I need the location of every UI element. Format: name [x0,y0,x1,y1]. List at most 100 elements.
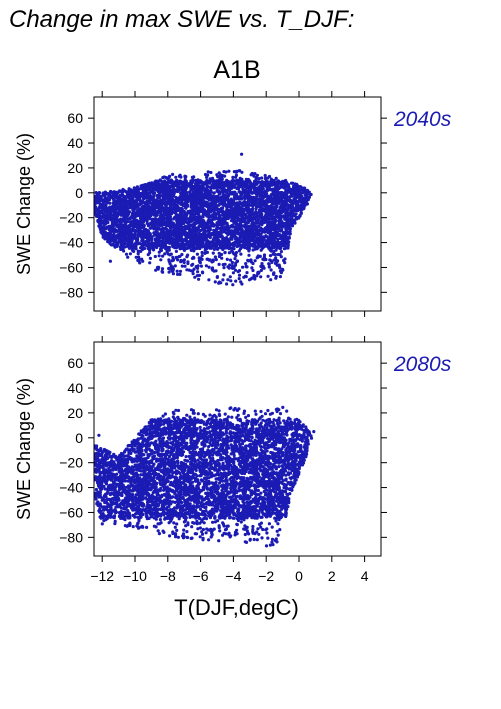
data-point [191,186,196,190]
data-point [259,248,263,252]
data-point [220,207,224,211]
data-point [252,174,256,178]
data-point [144,210,148,214]
data-point [139,185,143,189]
data-point [137,187,141,191]
data-point [176,258,180,262]
data-point [157,217,161,221]
data-point [147,187,151,192]
data-point [115,191,120,195]
data-point [204,242,208,246]
data-point [276,179,280,183]
data-point [273,195,277,199]
data-point [264,203,268,207]
data-point [282,208,286,213]
data-point [197,258,201,263]
data-point [193,226,197,230]
data-point [215,275,219,279]
data-point [212,269,216,273]
data-point [249,200,253,204]
data-point [165,192,169,196]
data-point [297,205,301,209]
data-point [148,246,152,250]
data-point [184,175,188,179]
data-point [188,246,192,250]
data-point [286,244,290,248]
data-point [268,254,273,258]
data-point [246,258,250,262]
data-point [282,237,286,241]
data-point [178,227,182,232]
data-point [269,177,273,181]
data-point [194,178,198,182]
data-point [279,209,283,213]
data-point [175,269,179,273]
data-point [229,237,233,241]
data-point [223,262,227,266]
data-point [222,230,226,234]
data-point [211,195,215,199]
data-point [190,230,194,234]
data-point [258,192,262,196]
data-point [98,218,102,223]
data-point [145,192,149,196]
data-point [210,219,214,223]
data-point [123,245,127,249]
data-point [185,211,190,215]
data-point [193,247,197,251]
data-point [214,258,218,262]
data-point [231,271,235,275]
data-point [283,242,287,246]
data-point [209,170,213,175]
data-point [157,237,161,241]
data-point [276,209,280,213]
data-point [223,183,227,187]
data-point [102,222,106,226]
data-point [190,193,194,197]
data-point [235,186,239,191]
data-point [203,203,207,207]
data-point [213,255,217,259]
data-point [252,188,256,192]
data-point [170,212,174,216]
data-point [112,193,117,198]
data-point [252,203,256,207]
data-point [197,256,201,260]
data-point [251,191,255,195]
data-point [209,214,213,218]
data-point [152,198,156,202]
data-point [200,184,204,189]
data-point [234,210,238,214]
data-point [246,220,250,225]
data-point [230,186,234,190]
data-point [191,204,195,208]
data-point [160,218,164,222]
data-point [237,269,242,273]
data-point [206,170,210,174]
data-point [150,241,154,245]
data-point [162,239,166,244]
data-point [264,234,268,238]
data-point [124,230,128,234]
data-point [233,206,237,210]
data-point [204,264,208,268]
data-point [159,222,163,226]
data-point [215,173,219,177]
data-point [183,219,187,223]
data-point [126,255,130,259]
data-point [195,232,199,236]
data-point [182,258,186,262]
data-point [211,251,215,255]
data-point [232,252,236,256]
data-point [129,237,133,241]
data-point [143,185,147,189]
data-point [178,254,182,258]
data-point [163,195,167,199]
data-point [230,179,234,183]
data-point [102,204,106,209]
data-point [265,183,269,187]
data-point [143,214,147,218]
data-point [193,242,197,246]
data-points [94,152,313,287]
